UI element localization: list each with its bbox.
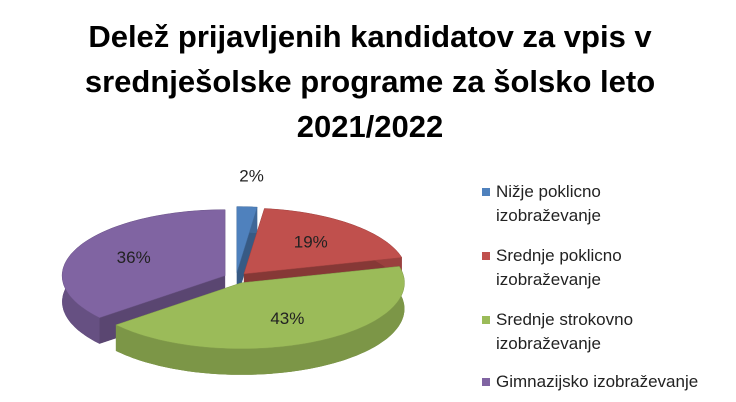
legend-label: Srednje poklicno izobraževanje: [496, 246, 622, 289]
legend-label: Nižje poklicno izobraževanje: [496, 182, 601, 225]
slice-side: [115, 266, 405, 375]
pie-slice: [115, 266, 405, 350]
pie-slice: [243, 208, 403, 275]
pie-slice: [236, 206, 258, 273]
legend-entry: Nižje poklicno izobraževanje: [482, 180, 656, 228]
legend-label: Srednje strokovno izobraževanje: [496, 310, 634, 353]
legend-swatch: [482, 188, 490, 196]
legend-entry: Gimnazijsko izobraževanje: [482, 370, 736, 394]
legend-entry: Srednje strokovno izobraževanje: [482, 308, 656, 356]
data-label: 36%: [117, 248, 151, 267]
data-label: 19%: [294, 233, 328, 252]
legend-entry: Srednje poklicno izobraževanje: [482, 244, 656, 292]
pie-slice: [61, 209, 226, 319]
legend-swatch: [482, 378, 490, 386]
chart-title: Delež prijavljenih kandidatov za vpis v …: [84, 19, 656, 144]
data-label: 43%: [270, 309, 304, 328]
legend-swatch: [482, 316, 490, 324]
data-label: 2%: [239, 167, 264, 186]
legend-label: Gimnazijsko izobraževanje: [496, 372, 699, 391]
legend-swatch: [482, 252, 490, 260]
